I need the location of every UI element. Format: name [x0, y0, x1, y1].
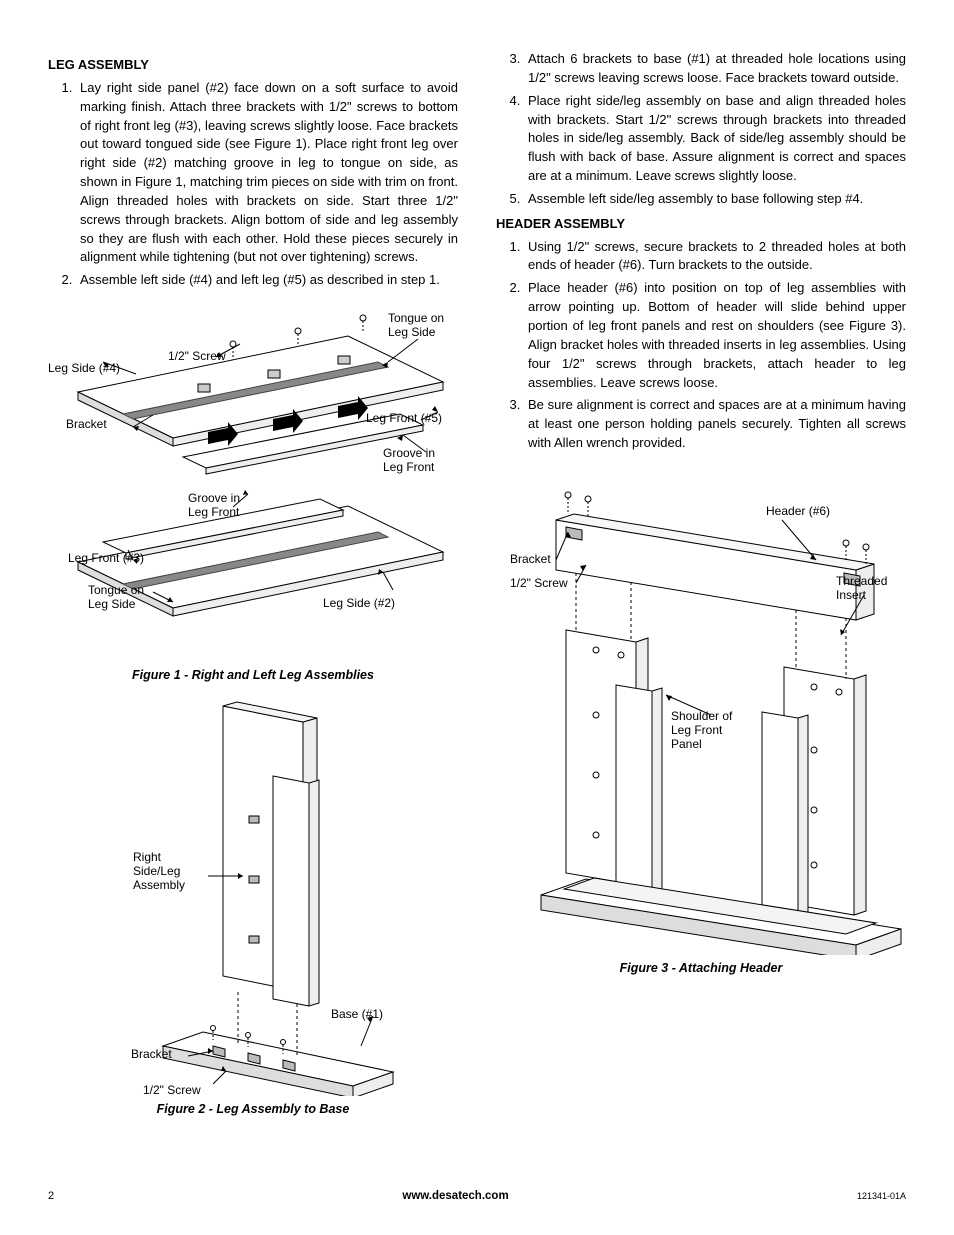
- fig1-label: Bracket: [66, 417, 107, 431]
- fig1-label: Leg Side (#4): [48, 361, 120, 375]
- footer-code: 121341-01A: [857, 1190, 906, 1203]
- figure-2: RightSide/LegAssembly Base (#1) Bracket …: [48, 696, 458, 1118]
- fig1-label: Groove inLeg Front: [383, 446, 435, 474]
- list-item: Assemble left side/leg assembly to base …: [524, 190, 906, 209]
- list-item: Assemble left side (#4) and left leg (#5…: [76, 271, 458, 290]
- list-item: Place header (#6) into position on top o…: [524, 279, 906, 392]
- header-assembly-heading: HEADER ASSEMBLY: [496, 215, 906, 234]
- list-item: Place right side/leg assembly on base an…: [524, 92, 906, 186]
- list-item: Lay right side panel (#2) face down on a…: [76, 79, 458, 267]
- fig1-label: Groove inLeg Front: [188, 491, 240, 519]
- fig3-label: Shoulder ofLeg FrontPanel: [671, 709, 733, 751]
- leg-assembly-heading: LEG ASSEMBLY: [48, 56, 458, 75]
- fig3-label: ThreadedInsert: [836, 574, 887, 602]
- figure-3: Header (#6) Bracket 1/2" Screw ThreadedI…: [496, 465, 906, 977]
- fig3-label: Header (#6): [766, 504, 830, 518]
- fig2-label: RightSide/LegAssembly: [133, 850, 185, 892]
- fig2-label: Base (#1): [331, 1007, 383, 1021]
- header-assembly-list: Using 1/2" screws, secure brackets to 2 …: [496, 238, 906, 453]
- page-footer: 2 www.desatech.com 121341-01A: [48, 1188, 906, 1205]
- figure-1: Leg Side (#4) 1/2" Screw Bracket Tongue …: [48, 302, 458, 684]
- fig2-label: 1/2" Screw: [143, 1083, 201, 1096]
- fig3-label: 1/2" Screw: [510, 576, 568, 590]
- page-number: 2: [48, 1189, 54, 1205]
- list-item: Be sure alignment is correct and spaces …: [524, 396, 906, 453]
- fig1-label: 1/2" Screw: [168, 349, 226, 363]
- fig1-label: Leg Side (#2): [323, 596, 395, 610]
- fig1-label: Tongue onLeg Side: [388, 311, 444, 339]
- figure-2-caption: Figure 2 - Leg Assembly to Base: [48, 1100, 458, 1118]
- footer-url: www.desatech.com: [402, 1188, 508, 1205]
- figure-1-caption: Figure 1 - Right and Left Leg Assemblies: [48, 666, 458, 684]
- fig3-label: Bracket: [510, 552, 551, 566]
- figure-3-caption: Figure 3 - Attaching Header: [496, 959, 906, 977]
- leg-assembly-list-cont: Attach 6 brackets to base (#1) at thread…: [496, 50, 906, 209]
- fig1-label: Leg Front (#5): [366, 411, 442, 425]
- fig2-label: Bracket: [131, 1047, 172, 1061]
- leg-assembly-list: Lay right side panel (#2) face down on a…: [48, 79, 458, 290]
- list-item: Using 1/2" screws, secure brackets to 2 …: [524, 238, 906, 276]
- fig1-label: Leg Front (#3): [68, 551, 144, 565]
- list-item: Attach 6 brackets to base (#1) at thread…: [524, 50, 906, 88]
